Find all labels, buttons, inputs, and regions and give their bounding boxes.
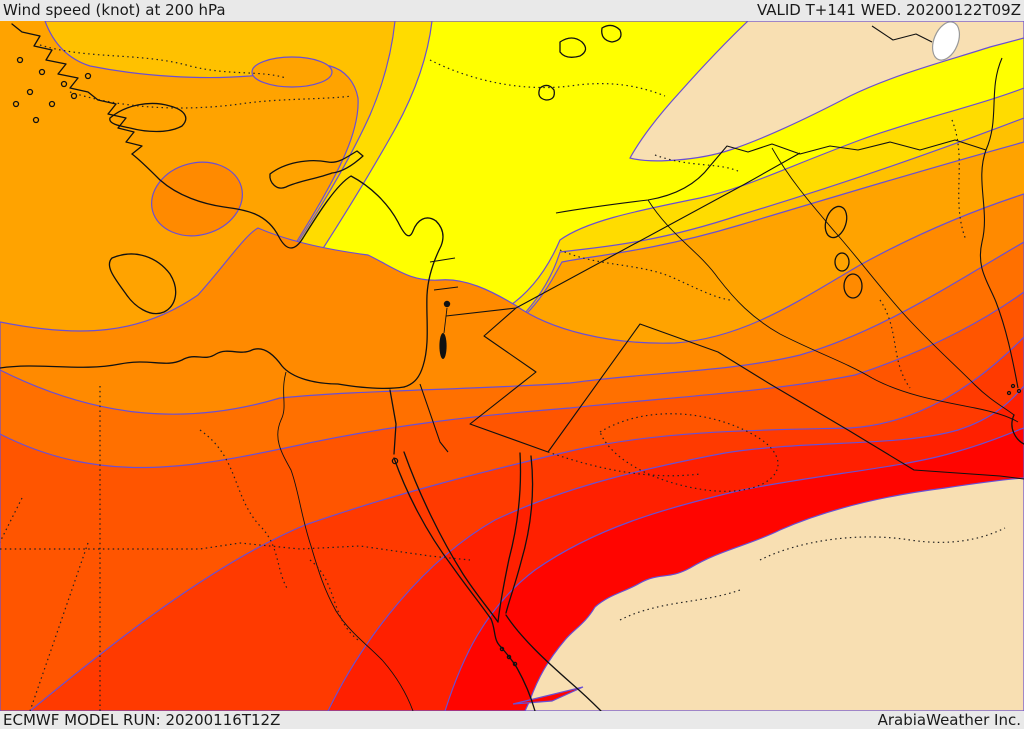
border-egypt-sudan	[0, 542, 471, 561]
turkey-lake	[601, 24, 622, 43]
validity-timestamp: VALID T+141 WED. 20200122T09Z	[756, 1, 1021, 19]
levant-coast	[403, 220, 444, 388]
border-libya-diag	[0, 497, 89, 711]
island-cyprus	[269, 150, 364, 189]
sea-of-galilee	[443, 300, 451, 308]
islet	[38, 68, 46, 76]
band-orange-pocket	[251, 56, 333, 88]
marsh	[1006, 390, 1012, 396]
border-caucasus	[871, 25, 933, 43]
islet	[84, 72, 92, 80]
country-borders	[419, 25, 1024, 480]
islet	[16, 56, 24, 64]
iraq-lake	[834, 252, 850, 272]
gulf-head-coast	[1011, 414, 1024, 445]
lake-white	[931, 21, 961, 61]
band-cream	[629, 21, 1024, 162]
turkey-lake	[559, 37, 587, 58]
red-sea-west-shore	[490, 618, 536, 711]
dead-sea	[439, 333, 447, 359]
islet	[48, 100, 56, 108]
nile-river	[277, 371, 414, 711]
band-cream-corner	[524, 477, 1024, 711]
island-crete	[108, 253, 177, 315]
inland-waters	[439, 300, 451, 359]
border-syria-iraq	[515, 152, 801, 309]
euphrates-river	[647, 199, 1019, 423]
border-saudi-iraq	[547, 323, 1024, 480]
admin-egypt-1	[199, 429, 289, 591]
admin-egypt-2	[309, 559, 359, 641]
map-title: Wind speed (knot) at 200 hPa	[3, 1, 226, 19]
band-dark-orange-blob	[151, 161, 243, 237]
admin-borders-dotted	[0, 44, 1006, 711]
gulf-suez-west-shore	[393, 457, 492, 620]
admin-turkey-mid	[429, 59, 666, 97]
border-israel-egypt	[419, 383, 449, 453]
footer-bar: ECMWF MODEL RUN: 20200116T12Z ArabiaWeat…	[0, 711, 1024, 729]
coastlines	[0, 23, 1024, 711]
sinai-west-shore	[403, 451, 499, 623]
rivers	[277, 147, 1019, 711]
islet	[26, 88, 34, 96]
islet	[499, 646, 505, 652]
header-bar: Wind speed (knot) at 200 hPa VALID T+141…	[0, 0, 1024, 21]
model-run-label: ECMWF MODEL RUN: 20200116T12Z	[3, 710, 281, 729]
contour-bands	[0, 21, 1024, 711]
islet	[32, 116, 40, 124]
iraq-lake	[843, 273, 863, 299]
islet	[506, 654, 512, 660]
island-lesbos	[109, 102, 187, 133]
weather-map	[0, 21, 1024, 711]
gulf-aqaba-west-shore	[497, 452, 522, 623]
admin-saudi-south	[759, 527, 1006, 561]
islet	[60, 80, 68, 88]
border-turkey-syria-iraq	[555, 139, 987, 214]
red-sea-east-shore	[505, 614, 602, 711]
border-jordan-east	[469, 307, 549, 453]
turkey-lake	[538, 84, 555, 101]
gulf-aqaba-east-shore	[505, 455, 534, 614]
islet	[70, 92, 78, 100]
turkey-south-coast	[131, 153, 437, 249]
marsh	[1016, 388, 1022, 394]
admin-syria-north	[654, 154, 741, 173]
egypt-coast	[0, 348, 405, 390]
admin-turkey-north	[69, 91, 353, 109]
brand-label: ArabiaWeather Inc.	[877, 710, 1021, 729]
admin-saudi-north	[547, 451, 701, 477]
admin-iraq-south	[879, 299, 911, 389]
aegean-coast	[11, 23, 143, 155]
marsh	[1010, 383, 1016, 389]
islet	[12, 100, 20, 108]
islet	[512, 661, 518, 667]
tigris-river	[771, 147, 1015, 416]
bitter-lake	[391, 457, 399, 465]
jordan-river	[443, 307, 448, 334]
suez-canal	[389, 389, 397, 455]
border-iran	[979, 57, 1019, 389]
iraq-lake	[824, 205, 848, 239]
border-lebanon	[429, 257, 459, 291]
border-jordan-syria	[445, 307, 517, 317]
